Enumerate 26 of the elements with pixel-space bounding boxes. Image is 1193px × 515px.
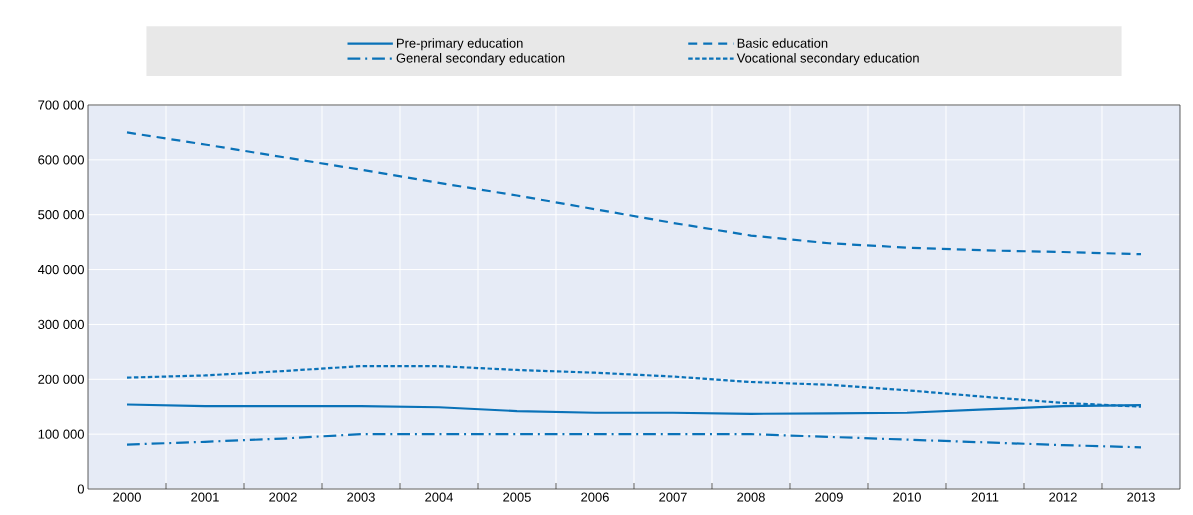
- y-tick-label: 0: [77, 484, 84, 494]
- x-tick-label: 2011: [971, 492, 999, 502]
- y-tick-label: 600 000: [38, 155, 84, 165]
- y-tick-label: 700 000: [38, 100, 84, 110]
- x-tick-label: 2005: [503, 492, 531, 502]
- x-tick-label: 2013: [1127, 492, 1155, 502]
- y-tick-label: 100 000: [38, 429, 84, 439]
- x-tick-label: 2000: [113, 492, 141, 502]
- y-tick-label: 500 000: [38, 210, 84, 220]
- x-tick-label: 2009: [815, 492, 843, 502]
- x-tick-label: 2007: [659, 492, 687, 502]
- x-tick-label: 2003: [347, 492, 375, 502]
- x-tick-label: 2004: [425, 492, 454, 502]
- y-tick-label: 200 000: [38, 374, 84, 384]
- x-tick-label: 2012: [1049, 492, 1077, 502]
- x-tick-label: 2001: [191, 492, 219, 502]
- x-tick-label: 2008: [737, 492, 765, 502]
- legend-label: General secondary education: [396, 53, 565, 66]
- x-tick-label: 2006: [581, 492, 609, 502]
- legend-label: Basic education: [737, 38, 828, 48]
- y-tick-label: 400 000: [37, 264, 84, 275]
- legend-label: Vocational secondary education: [736, 53, 919, 66]
- legend-label: Pre-primary education: [397, 38, 523, 51]
- x-tick-label: 2010: [893, 492, 921, 502]
- y-tick-label: 300 000: [38, 319, 84, 330]
- x-tick-label: 2002: [269, 492, 297, 502]
